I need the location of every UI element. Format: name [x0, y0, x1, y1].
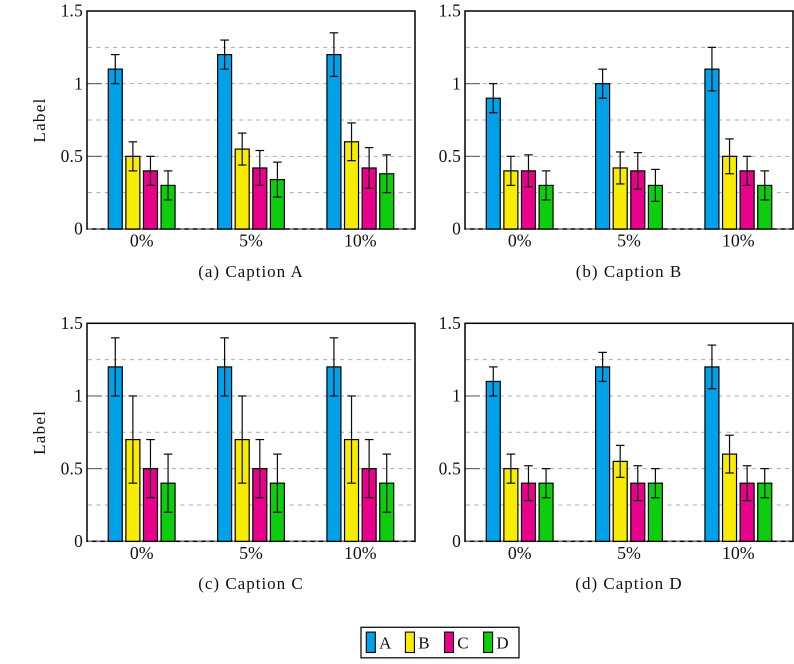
svg-text:5%: 5%: [617, 231, 641, 251]
svg-text:0: 0: [74, 219, 83, 239]
svg-text:0%: 0%: [130, 231, 154, 251]
svg-text:(d) Caption D: (d) Caption D: [575, 574, 682, 593]
svg-text:B: B: [418, 633, 429, 652]
svg-text:10%: 10%: [344, 543, 377, 563]
svg-text:Label: Label: [30, 410, 49, 455]
svg-text:0.5: 0.5: [439, 458, 461, 478]
svg-text:0: 0: [74, 531, 83, 551]
svg-text:0%: 0%: [508, 543, 532, 563]
svg-text:1.5: 1.5: [439, 1, 461, 21]
svg-text:C: C: [457, 633, 468, 652]
svg-text:0%: 0%: [508, 231, 532, 251]
svg-text:(b) Caption B: (b) Caption B: [576, 262, 683, 281]
svg-text:0: 0: [452, 219, 461, 239]
svg-text:1: 1: [74, 73, 83, 93]
svg-text:Label: Label: [30, 97, 49, 142]
svg-text:0.5: 0.5: [439, 146, 461, 166]
svg-text:A: A: [379, 633, 392, 652]
svg-text:10%: 10%: [722, 231, 755, 251]
svg-text:(a) Caption A: (a) Caption A: [198, 262, 304, 281]
svg-text:10%: 10%: [344, 231, 377, 251]
svg-text:5%: 5%: [239, 231, 263, 251]
svg-text:(c) Caption C: (c) Caption C: [198, 574, 304, 593]
svg-text:0%: 0%: [130, 543, 154, 563]
svg-text:5%: 5%: [617, 543, 641, 563]
svg-text:1.5: 1.5: [61, 313, 83, 333]
svg-text:0.5: 0.5: [61, 458, 83, 478]
svg-text:5%: 5%: [239, 543, 263, 563]
svg-text:0: 0: [452, 531, 461, 551]
svg-text:10%: 10%: [722, 543, 755, 563]
svg-text:1.5: 1.5: [61, 1, 83, 21]
svg-text:1: 1: [452, 73, 461, 93]
svg-text:1.5: 1.5: [439, 313, 461, 333]
svg-text:1: 1: [74, 386, 83, 406]
svg-text:1: 1: [452, 386, 461, 406]
svg-text:0.5: 0.5: [61, 146, 83, 166]
svg-text:D: D: [496, 633, 508, 652]
